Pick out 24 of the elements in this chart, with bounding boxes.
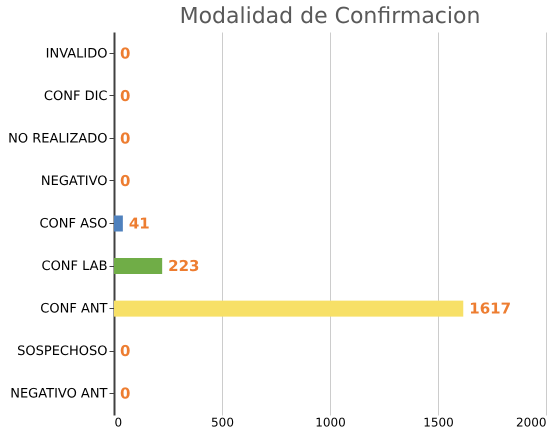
x-tick-label: 1500 bbox=[423, 416, 454, 430]
y-tick-label: INVALIDO bbox=[46, 46, 108, 62]
x-tick-label: 0 bbox=[114, 416, 122, 430]
data-label: 41 bbox=[128, 214, 150, 232]
x-tick-label: 500 bbox=[211, 416, 234, 430]
chart-title: Modalidad de Confirmacion bbox=[180, 4, 480, 29]
y-tick-label: NEGATIVO bbox=[40, 174, 108, 189]
data-label: 0 bbox=[120, 342, 130, 360]
y-tick-label: NEGATIVO ANT bbox=[10, 386, 108, 402]
data-label: 0 bbox=[120, 172, 130, 190]
data-label: 0 bbox=[120, 44, 130, 62]
data-label: 1617 bbox=[469, 300, 512, 318]
data-label: 0 bbox=[120, 129, 130, 148]
y-tick-label: CONF DIC bbox=[44, 88, 108, 104]
x-tick-label: 1000 bbox=[315, 416, 346, 430]
data-label: 0 bbox=[120, 384, 130, 403]
y-tick-label: CONF ANT bbox=[40, 302, 108, 317]
data-label: 223 bbox=[168, 257, 200, 276]
y-tick-label: NO REALIZADO bbox=[8, 131, 108, 146]
x-tick-label: 2000 bbox=[516, 416, 546, 430]
y-tick-label: CONF ASO bbox=[39, 216, 108, 232]
y-tick-label: SOSPECHOSO bbox=[17, 344, 108, 360]
y-tick-label: CONF LAB bbox=[42, 259, 108, 274]
data-label: 0 bbox=[120, 86, 130, 105]
